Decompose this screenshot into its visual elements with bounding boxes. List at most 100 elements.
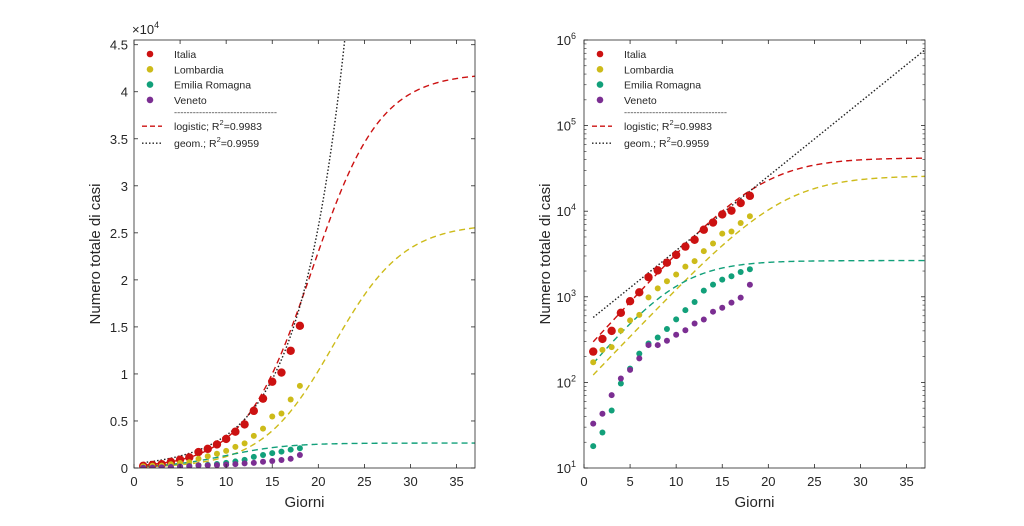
data-point-veneto xyxy=(737,294,744,301)
data-point-veneto xyxy=(260,458,267,465)
data-point-lombardia xyxy=(728,228,735,235)
data-point-italia xyxy=(249,406,259,416)
data-point-lombardia xyxy=(673,271,680,278)
data-point-lombardia xyxy=(260,425,267,432)
data-point-emilia-romagna xyxy=(700,287,707,294)
data-point-italia xyxy=(277,368,286,377)
data-point-lombardia xyxy=(691,258,698,265)
x-tick-label: 5 xyxy=(176,474,183,489)
data-point-lombardia xyxy=(213,450,220,457)
x-tick-label: 20 xyxy=(761,474,775,489)
y-tick-label: 2 xyxy=(121,273,128,288)
x-tick-label: 35 xyxy=(449,474,463,489)
data-point-italia xyxy=(194,447,203,457)
data-point-lombardia xyxy=(663,278,670,285)
data-point-veneto xyxy=(590,420,597,427)
data-point-veneto xyxy=(287,455,294,462)
x-tick-label: 5 xyxy=(626,474,633,489)
y-tick-label: 3.5 xyxy=(110,132,128,147)
data-point-emilia-romagna xyxy=(691,298,698,305)
y-tick-label: 4 xyxy=(121,85,128,100)
data-point-italia xyxy=(681,242,690,251)
data-point-veneto xyxy=(682,327,689,334)
data-point-italia xyxy=(727,206,736,215)
legend-label: Emilia Romagna xyxy=(624,80,701,92)
fit-curve-italia-logistic xyxy=(592,157,925,343)
data-point-italia xyxy=(240,420,249,429)
data-point-lombardia xyxy=(645,294,652,301)
data-point-emilia-romagna xyxy=(636,350,643,357)
legend-marker-lombardia xyxy=(146,66,154,73)
x-tick-label: 30 xyxy=(403,474,417,489)
legend-marker-veneto xyxy=(146,96,154,104)
data-point-italia xyxy=(295,321,305,331)
data-point-emilia-romagna xyxy=(719,276,726,283)
y-tick-label: 3 xyxy=(121,179,128,194)
data-point-emilia-romagna xyxy=(663,326,670,333)
data-point-lombardia xyxy=(278,410,285,417)
data-point-emilia-romagna xyxy=(278,448,285,455)
data-point-lombardia xyxy=(700,248,707,255)
data-point-italia xyxy=(690,235,699,244)
data-point-emilia-romagna xyxy=(682,307,689,314)
fit-curve-italia-geometric xyxy=(592,49,925,318)
axes-box xyxy=(133,39,476,469)
legend-marker-emilia-romagna xyxy=(596,81,604,88)
legend: Italia Lombardia Emilia Romagna Veneto-----… xyxy=(592,49,727,150)
data-point-lombardia xyxy=(590,359,597,366)
x-tick-label: 25 xyxy=(357,474,371,489)
y-tick-label: 2.5 xyxy=(110,226,128,241)
data-point-italia xyxy=(212,440,222,449)
data-point-italia xyxy=(718,210,727,219)
data-point-emilia-romagna xyxy=(260,451,267,458)
data-point-lombardia xyxy=(682,263,689,270)
data-point-veneto xyxy=(636,355,643,362)
data-point-veneto xyxy=(241,460,248,467)
data-point-italia xyxy=(662,258,672,267)
y-tick-label: 106 xyxy=(557,31,576,48)
data-point-lombardia xyxy=(250,432,257,439)
data-point-lombardia xyxy=(599,346,606,353)
data-point-emilia-romagna xyxy=(296,445,303,452)
data-point-lombardia xyxy=(241,440,248,447)
data-point-emilia-romagna xyxy=(710,281,717,288)
data-point-italia xyxy=(653,266,662,275)
data-point-veneto xyxy=(617,375,624,382)
y-tick-label: 0 xyxy=(121,461,128,476)
data-point-lombardia xyxy=(627,317,634,324)
data-point-italia xyxy=(598,334,607,344)
data-point-italia xyxy=(589,347,598,356)
data-point-italia xyxy=(635,288,644,297)
data-point-emilia-romagna xyxy=(654,334,661,341)
x-tick-label: 25 xyxy=(807,474,821,489)
data-point-veneto xyxy=(149,464,156,468)
plot-area xyxy=(139,40,475,468)
y-axis-label: Numero totale di casi xyxy=(87,184,104,325)
fit-curve-italia-logistic xyxy=(143,75,475,466)
data-point-emilia-romagna xyxy=(250,453,257,460)
y-tick-label: 102 xyxy=(557,373,576,390)
y-tick-label: 104 xyxy=(557,202,576,219)
data-point-lombardia xyxy=(287,396,294,403)
data-point-italia xyxy=(644,273,653,282)
data-point-italia xyxy=(616,308,626,318)
legend-separator: --------------------------------- xyxy=(624,107,727,117)
x-tick-label: 10 xyxy=(669,474,683,489)
data-point-italia xyxy=(699,225,709,234)
data-point-veneto xyxy=(269,458,276,465)
legend-marker-italia xyxy=(146,50,154,58)
legend: Italia Lombardia Emilia Romagna Veneto-----… xyxy=(142,49,277,150)
data-point-italia xyxy=(745,191,755,201)
data-point-italia xyxy=(607,326,616,336)
data-point-italia xyxy=(203,444,212,454)
legend-marker-veneto xyxy=(596,96,604,104)
data-point-veneto xyxy=(719,304,726,311)
x-tick-label: 10 xyxy=(219,474,233,489)
data-point-lombardia xyxy=(223,447,230,454)
fit-curve-emilia-logistic xyxy=(592,259,925,364)
data-point-veneto xyxy=(608,392,615,399)
data-point-lombardia xyxy=(710,240,717,247)
data-point-veneto xyxy=(746,281,753,288)
data-point-emilia-romagna xyxy=(599,429,606,436)
data-point-lombardia xyxy=(654,285,661,292)
